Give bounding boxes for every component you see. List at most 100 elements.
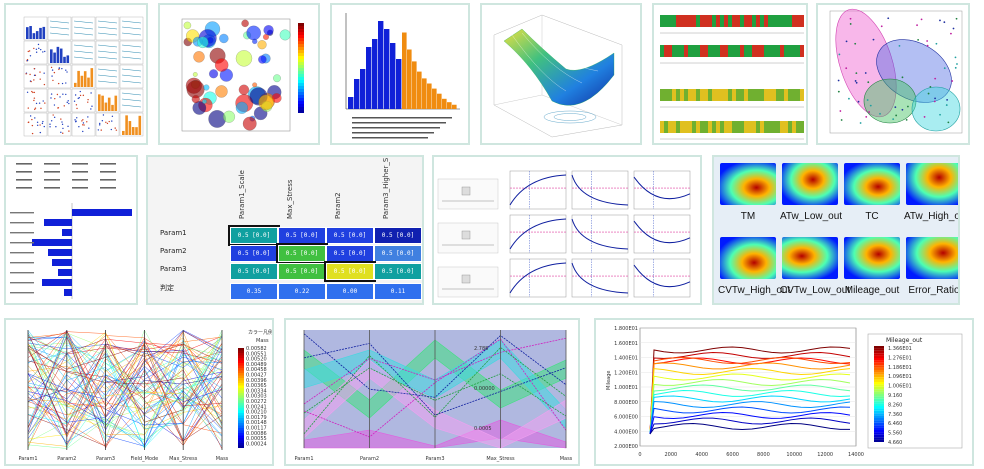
som-map[interactable] [720,163,776,205]
histogram-bar [138,115,142,135]
response-curve [633,220,691,244]
strip-segment [676,15,680,27]
histogram-chart [345,13,460,139]
parallel-line [27,343,223,410]
strip-segment [688,15,692,27]
strip-segment [740,45,744,57]
histogram-bar [114,95,118,111]
matrix-cell[interactable]: 0.5 [0.0] [278,263,326,280]
strip-segment [800,89,804,101]
matrix-total-cell: 0.00 [326,283,374,300]
strip-segment [764,89,768,101]
strip-segment [676,45,680,57]
matrix-cell[interactable]: 0.5 [0.0] [278,227,326,244]
strip-segment [716,89,720,101]
bubble-point [252,82,258,88]
surface-3d-panel[interactable] [480,3,642,145]
som-map[interactable] [844,163,900,205]
ellipse-scatter-panel[interactable] [816,3,970,145]
matrix-cell[interactable]: 0.5 [0.0] [228,225,280,246]
bar-strips-panel[interactable] [652,3,808,145]
strip-segment [772,89,776,101]
bubble-point [273,74,281,83]
histogram-bar [412,61,417,109]
strip-segment [748,45,752,57]
series-line [649,379,851,435]
colorbar-tick: 0.00458 [246,367,267,373]
x-tick-label: 0 [638,452,641,458]
strip-segment [684,121,688,133]
som-map[interactable] [782,237,838,279]
som-map[interactable] [782,163,838,205]
histogram-bar [50,49,53,63]
sensitivity-bar-chart [10,163,132,299]
matrix-cell[interactable]: 0.5 [0.0] [326,227,374,244]
colorbar-title: カラー凡例 [248,329,272,336]
som-map[interactable] [720,237,776,279]
colorbar-tick: 0.00303 [246,394,267,400]
histogram-bar [390,43,396,109]
strip-segment [680,89,684,101]
bubble-point [202,99,207,104]
y-tick-label: 1.000E01 [614,385,638,391]
ellipse-scatter-chart [829,8,963,134]
strip-segment [692,45,696,57]
strip-segment [752,15,756,27]
strip-segment [672,45,676,57]
som-map[interactable] [906,237,958,279]
strip-segment [684,15,688,27]
som-map-title: Error_Ratio [908,285,960,296]
parallel-coords-panel-1[interactable]: Param1 Param2 Param3 Field_Mode Max_Stress Ma… [4,318,274,466]
colorbar-tick: 1.366E01 [888,346,912,352]
parallel-coords-panel-2[interactable]: Param1 Param2 Param3 Max_Stress Mass 2.788 0.0… [284,318,580,466]
colorbar-title: Mileage_out [886,337,923,344]
matrix-cell[interactable]: 0.5 [0.0] [374,263,422,280]
histogram-bar [378,21,384,109]
matrix-row-label: Param2 [160,247,187,255]
som-maps-panel[interactable]: TM ATw_Low_out TC ATw_High_out CVTw_High_out… [712,155,960,305]
som-map[interactable] [844,237,900,279]
matrix-cell[interactable]: 0.5 [0.0] [326,245,374,262]
som-map[interactable] [906,163,958,205]
series-line [649,412,851,435]
strip-segment [736,121,740,133]
scatter-matrix-panel[interactable] [4,3,148,145]
matrix-cell[interactable]: 0.5 [0.0] [422,263,424,280]
parallel-axis-label: Param3 [425,456,444,462]
parallel-coords-chart-2: Param1 Param2 Param3 Max_Stress Mass 2.788 0.0… [294,330,573,462]
strip-segment [680,45,684,57]
correlation-matrix-panel[interactable]: Param1_Scale Max_Stress Param2 Param3_Highe… [146,155,424,305]
sensitivity-bar-panel[interactable] [4,155,138,305]
strip-segment [716,45,720,57]
line-chart-panel[interactable]: 1.800E01 1.600E01 1.400E01 1.200E01 1.000E01… [594,318,974,466]
strip-segment [784,15,788,27]
matrix-cell[interactable]: 0.5 [0.0] [230,245,278,262]
histogram-bar [131,127,135,135]
histogram-panel[interactable] [330,3,470,145]
matrix-cell[interactable]: 0.5 [0.0] [374,227,422,244]
strip-segment [784,45,788,57]
matrix-cell[interactable]: 0.5 [0.0] [422,245,424,262]
matrix-cell[interactable]: 0.5 [0.0] [230,263,278,280]
parallel-line [27,335,223,447]
x-tick-label: 10000 [786,452,802,458]
bar-strips-chart [660,15,804,140]
strip-segment [780,89,784,101]
strip-segment [788,89,792,101]
strip-segment [660,45,664,57]
parallel-line [27,347,223,435]
matrix-cell[interactable]: 0.5 [0.0] [324,261,376,282]
sensitivity-bar [62,229,72,236]
matrix-cell[interactable]: 0.5 [0.0] [422,227,424,244]
parallel-axis-label: Max_Stress [486,456,515,462]
matrix-total-cell: 0.11 [374,283,422,300]
response-curves-panel[interactable] [432,155,702,305]
matrix-col-header: Param3_Higher_Shape [382,155,390,219]
series-line [649,395,851,435]
bubble-chart-panel[interactable] [158,3,320,145]
som-map-title: CVTw_High_out [718,285,791,296]
matrix-cell[interactable]: 0.5 [0.0] [276,243,328,264]
matrix-cell[interactable]: 0.5 [0.0] [374,245,422,262]
parallel-line [27,352,223,448]
response-curve [509,218,567,250]
